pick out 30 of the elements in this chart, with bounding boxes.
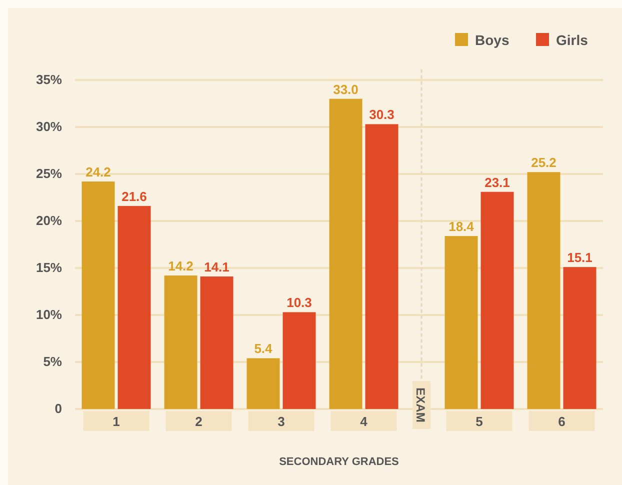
x-tick-label: 1 [112, 414, 120, 429]
data-label: 5.4 [254, 341, 274, 356]
x-tick-label: 3 [278, 414, 285, 429]
y-tick-label: 5% [43, 354, 62, 369]
data-label: 14.1 [204, 259, 230, 274]
data-label: 25.2 [531, 155, 556, 170]
data-label: 14.2 [168, 258, 194, 274]
x-tick-label: EXAM [414, 388, 428, 422]
data-label: 24.2 [86, 164, 111, 180]
data-label: 18.4 [448, 219, 475, 234]
y-tick-label: 10% [36, 307, 62, 322]
data-label: 10.3 [286, 295, 312, 310]
y-tick-label: 15% [36, 260, 62, 275]
data-label: 21.6 [122, 188, 147, 204]
data-label: 33.0 [333, 82, 358, 97]
x-axis-title: SECONDARY GRADES [279, 456, 399, 468]
data-label: 30.3 [369, 107, 394, 122]
x-tick-label: 5 [476, 414, 483, 429]
x-tick-label: 4 [360, 414, 368, 429]
data-label: 15.1 [567, 250, 592, 266]
y-tick-label: 35% [36, 72, 62, 87]
legend-label: Boys [475, 32, 510, 48]
data-label: 23.1 [484, 174, 510, 190]
x-tick-label: 6 [558, 414, 566, 429]
y-tick-label: 25% [36, 166, 62, 181]
x-tick-label: 2 [195, 414, 202, 429]
y-tick-label: 30% [36, 119, 62, 134]
y-tick-label: 0 [54, 401, 62, 416]
y-tick-label: 20% [36, 213, 62, 228]
legend-label: Girls [556, 32, 588, 48]
